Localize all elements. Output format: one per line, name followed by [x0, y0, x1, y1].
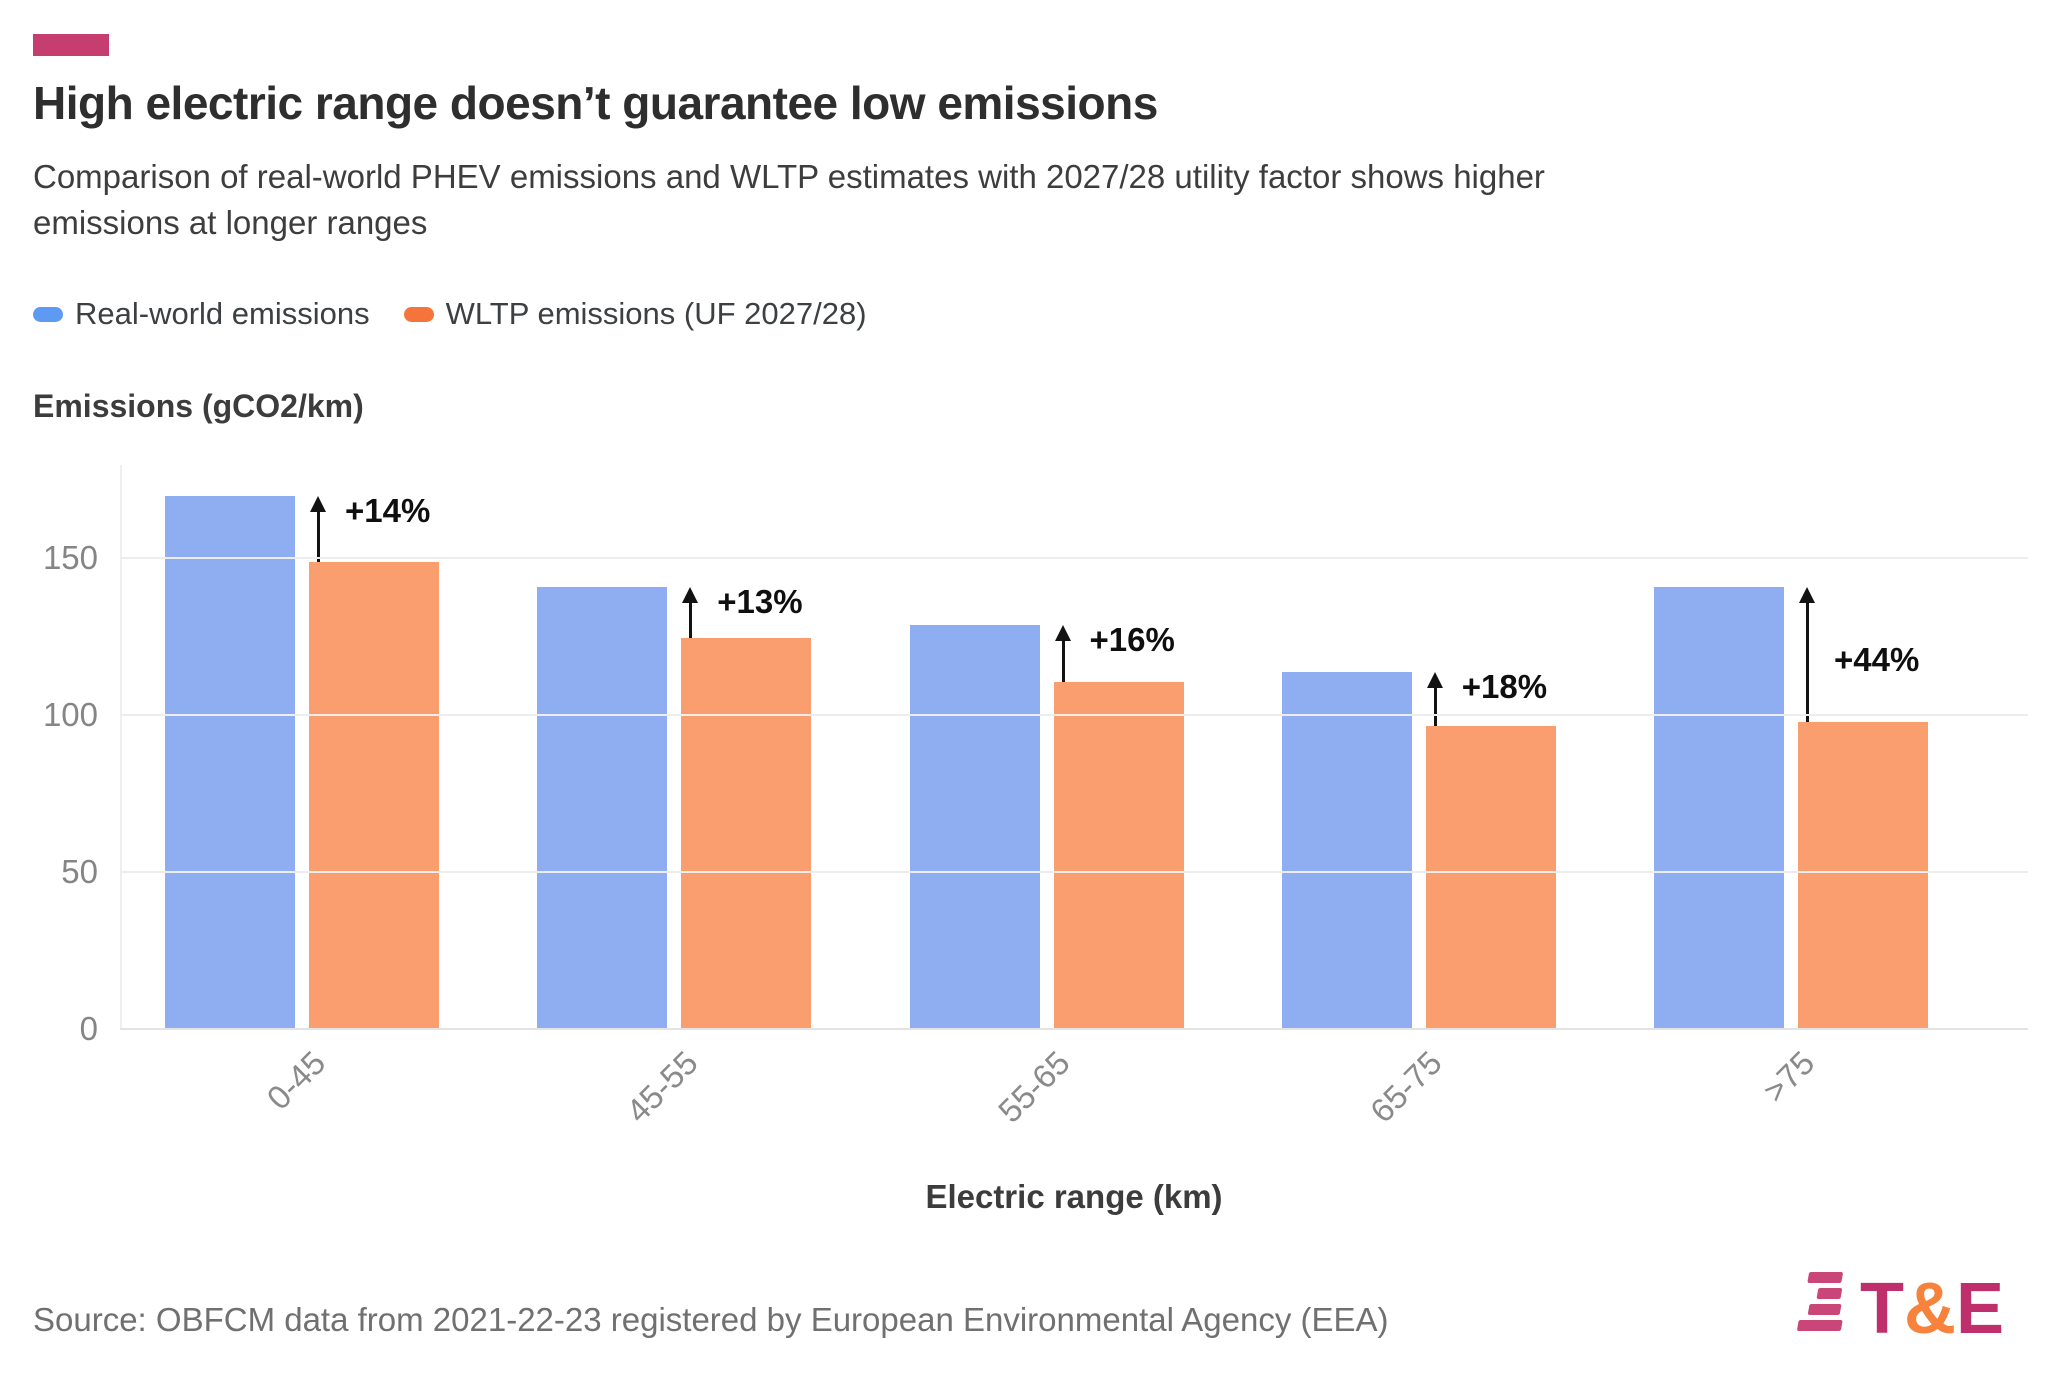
bar-group-65-75: +18% — [1281, 465, 1556, 1030]
annotation-label-45-55: +13% — [717, 583, 803, 621]
te-logo: T&E — [1796, 1272, 2004, 1345]
x-tick-65-75: 65-75 — [1282, 1032, 1556, 1172]
arrow-up-icon — [1426, 672, 1443, 689]
x-tick-label: 65-75 — [1363, 1043, 1450, 1130]
y-axis-title: Emissions (gCO2/km) — [33, 388, 364, 424]
annotation-label-55-65: +16% — [1089, 621, 1175, 659]
x-tick-0-45: 0-45 — [165, 1032, 439, 1172]
x-tick-label: 0-45 — [259, 1043, 333, 1117]
arrow-up-icon — [310, 496, 326, 513]
arrow-shaft — [1061, 637, 1065, 682]
plot-area: +14% +13% +16% +18% +44% 0 50 100 150 — [43, 465, 2028, 1047]
arrow-shaft — [1806, 599, 1809, 723]
bar-wltp-55-65 — [1053, 681, 1184, 1030]
y-tick-label-50: 50 — [61, 853, 98, 891]
x-axis-labels: 0-45 45-55 55-65 65-75 >75 — [120, 1032, 2028, 1172]
source-text: Source: OBFCM data from 2021-22-23 regis… — [33, 1301, 1389, 1338]
x-tick-label: 55-65 — [991, 1043, 1077, 1130]
subtitle-line-1: Comparison of real-world PHEV emissions … — [33, 158, 1545, 195]
accent-bar — [33, 34, 109, 56]
x-tick-label: >75 — [1755, 1043, 1822, 1110]
legend-item-0: Real-world emissions — [33, 296, 370, 332]
x-tick-55-65: 55-65 — [910, 1032, 1184, 1172]
arrow-up-icon — [1054, 625, 1071, 642]
bar-group->75: +44% — [1654, 465, 1928, 1030]
bar-wltp-0-45 — [309, 562, 439, 1030]
bar-real-world-45-55 — [537, 587, 668, 1030]
bar-real-world-55-65 — [909, 625, 1040, 1030]
bar-real-world->75 — [1654, 587, 1784, 1030]
bar-group-0-45: +14% — [165, 465, 439, 1030]
chart-subtitle: Comparison of real-world PHEV emissions … — [33, 154, 1545, 246]
arrow-shaft — [689, 599, 693, 638]
chart-title: High electric range doesn’t guarantee lo… — [33, 77, 1158, 129]
gridline-150 — [120, 557, 2028, 560]
x-tick-45-55: 45-55 — [537, 1032, 811, 1172]
arrow-up-icon — [682, 587, 699, 604]
bar-group-45-55: +13% — [537, 465, 812, 1030]
footer: Source: OBFCM data from 2021-22-23 regis… — [33, 1272, 2004, 1345]
annotation-label-65-75: +18% — [1461, 668, 1548, 706]
legend-label: WLTP emissions (UF 2027/28) — [445, 296, 867, 331]
bar-wltp->75 — [1798, 722, 1928, 1030]
logo-letter-t: T — [1859, 1269, 1904, 1349]
arrow-up-icon — [1799, 587, 1815, 604]
annotation-label->75: +44% — [1834, 641, 1920, 679]
bar-real-world-65-75 — [1281, 672, 1412, 1030]
x-tick->75: >75 — [1654, 1032, 1928, 1172]
legend-swatch-icon — [403, 306, 434, 322]
y-tick-label-150: 150 — [42, 539, 98, 577]
y-axis-line — [120, 465, 122, 1030]
legend-swatch-icon — [33, 306, 63, 322]
bar-real-world-0-45 — [165, 496, 295, 1030]
logo-stripe — [1796, 1320, 1843, 1331]
y-tick-label-0: 0 — [79, 1010, 98, 1047]
arrow-shaft — [317, 508, 320, 563]
legend-label: Real-world emissions — [75, 296, 370, 331]
logo-stripe — [1807, 1272, 1844, 1283]
gridline-50 — [120, 871, 2028, 874]
arrow-shaft — [1433, 684, 1437, 726]
logo-speed-lines-icon — [1796, 1272, 1851, 1331]
gridline-0 — [120, 1028, 2028, 1030]
gridline-100 — [120, 714, 2028, 717]
logo-ampersand: & — [1903, 1269, 1956, 1349]
bar-groups: +14% +13% +16% +18% +44% — [120, 465, 2028, 1030]
y-tick-label-100: 100 — [42, 696, 98, 734]
x-axis-title: Electric range (km) — [925, 1178, 1223, 1215]
subtitle-line-2: emissions at longer ranges — [33, 204, 428, 241]
annotation-label-0-45: +14% — [345, 492, 431, 530]
logo-text: T&E — [1860, 1273, 2004, 1345]
logo-stripe — [1807, 1304, 1842, 1315]
bar-group-55-65: +16% — [909, 465, 1184, 1030]
logo-stripe — [1816, 1288, 1843, 1299]
logo-letter-e: E — [1955, 1269, 2004, 1349]
x-tick-label: 45-55 — [618, 1043, 705, 1130]
bar-wltp-45-55 — [681, 637, 812, 1030]
chart-legend: Real-world emissions WLTP emissions (UF 2… — [33, 296, 867, 332]
bar-wltp-65-75 — [1425, 725, 1556, 1030]
legend-item-1: WLTP emissions (UF 2027/28) — [403, 296, 867, 332]
